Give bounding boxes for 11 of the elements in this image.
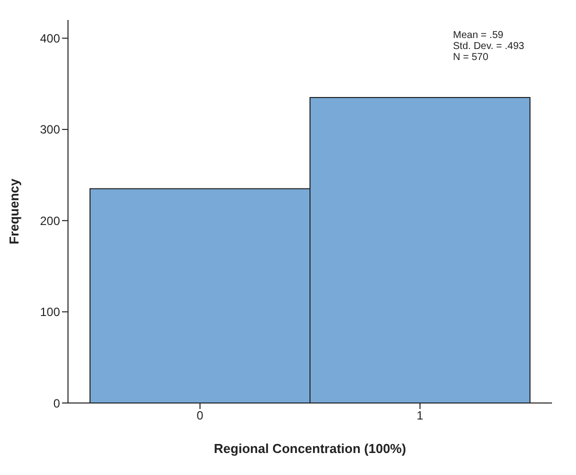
x-tick-label: 1 (416, 408, 424, 423)
annotation: Std. Dev. = .493 (453, 41, 524, 52)
y-tick-label: 100 (40, 305, 60, 320)
y-tick-label: 200 (40, 214, 60, 228)
y-tick-label: 0 (53, 396, 60, 410)
y-axis-title: Frequency (6, 178, 22, 244)
annotation: Mean = .59 (453, 30, 504, 41)
annotation: N = 570 (453, 52, 490, 63)
y-tick-label: 300 (40, 122, 60, 137)
x-axis-title: Regional Concentration (100%) (214, 441, 406, 456)
y-tick-label: 400 (40, 32, 60, 46)
